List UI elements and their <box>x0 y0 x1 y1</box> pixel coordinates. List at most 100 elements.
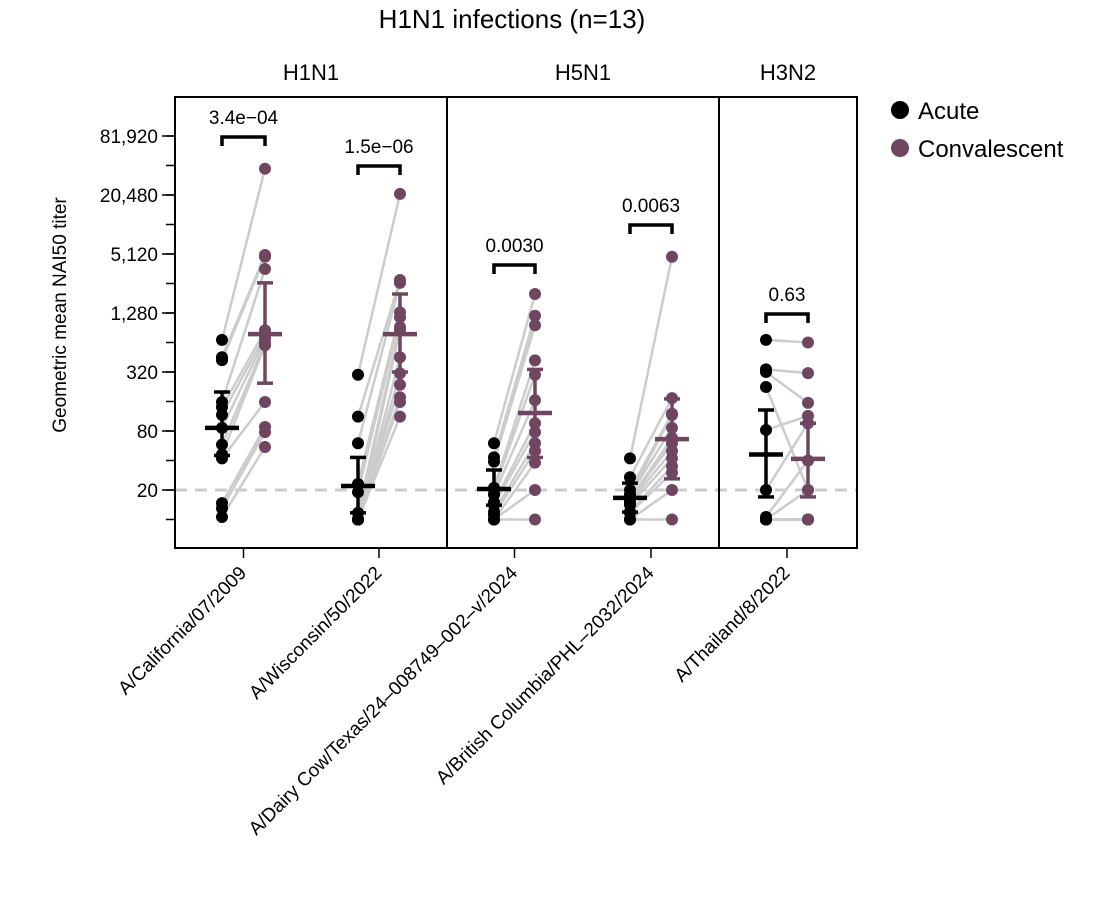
pair-line <box>220 338 267 429</box>
p-value-label: 0.0030 <box>485 236 543 257</box>
pair-line <box>765 488 809 521</box>
acute-point <box>488 513 500 526</box>
convalescent-point <box>394 276 406 289</box>
acute-point <box>624 471 636 484</box>
pair-line <box>629 450 673 504</box>
x-tick-label: A/California/07/2009 <box>114 563 251 700</box>
x-tick-label: A/British Columbia/PHL–2032/2024 <box>432 562 659 789</box>
pair-line <box>492 293 537 444</box>
pair-line <box>356 279 402 418</box>
p-value-label: 1.5e−06 <box>344 137 413 158</box>
significance-bracket <box>764 312 810 323</box>
significance-bracket <box>220 135 267 146</box>
pair-line <box>220 256 267 361</box>
pair-line <box>492 461 537 521</box>
convalescent-point <box>394 187 406 200</box>
pair-line <box>356 282 402 444</box>
acute-point <box>624 452 636 465</box>
convalescent-point <box>802 396 814 409</box>
y-tick-label: 5,120 <box>110 245 158 266</box>
pair-line <box>356 416 402 520</box>
convalescent-point <box>802 367 814 380</box>
panel-label-h1n1: H1N1 <box>283 60 339 85</box>
legend-acute-label: Acute <box>918 98 979 125</box>
y-tick-label: 20 <box>137 481 158 502</box>
pair-line <box>220 268 267 403</box>
x-tick-label: A/Wisconsin/50/2022 <box>245 563 386 704</box>
convalescent-point <box>529 484 541 496</box>
pair-line <box>628 397 674 478</box>
convalescent-point <box>666 484 678 496</box>
y-tick-label: 320 <box>126 363 158 384</box>
legend-convalescent-label: Convalescent <box>918 136 1064 163</box>
significance-bracket <box>356 164 402 175</box>
pair-line <box>629 488 673 521</box>
panel-label-h5n1: H5N1 <box>555 60 611 85</box>
convalescent-point <box>802 336 814 349</box>
significance-bracket <box>492 263 537 274</box>
pair-line <box>493 488 536 521</box>
pair-line <box>356 316 402 493</box>
pair-line <box>220 446 267 518</box>
pair-line <box>221 401 266 460</box>
panel-frame-h1n1 <box>174 96 448 549</box>
convalescent-point <box>394 396 406 409</box>
pair-line <box>765 370 809 404</box>
acute-point <box>624 513 636 526</box>
y-tick-label: 81,920 <box>100 127 158 148</box>
convalescent-point <box>529 513 541 526</box>
panel-label-h3n2: H3N2 <box>760 60 816 85</box>
p-value-label: 3.4e−04 <box>209 108 279 129</box>
acute-point <box>488 455 500 468</box>
acute-point <box>216 354 228 367</box>
pair-line <box>220 344 267 456</box>
y-tick-label: 80 <box>137 422 158 443</box>
pair-line <box>492 399 537 495</box>
convalescent-point <box>394 410 406 423</box>
acute-point <box>352 410 364 423</box>
convalescent-point <box>259 250 271 263</box>
pair-line <box>629 465 673 513</box>
pair-line <box>765 338 809 344</box>
convalescent-point <box>529 354 541 367</box>
pair-line <box>220 329 267 408</box>
convalescent-point <box>529 309 541 322</box>
acute-point <box>352 437 364 450</box>
pair-line <box>628 442 674 501</box>
acute-point <box>216 333 228 346</box>
pair-line <box>220 431 267 509</box>
legend-convalescent-marker <box>891 139 909 157</box>
pair-line <box>220 168 267 341</box>
x-tick-label: A/Thailand/8/2022 <box>671 563 795 687</box>
convalescent-point <box>259 396 271 409</box>
convalescent-point <box>529 456 541 469</box>
pair-line <box>765 414 809 432</box>
acute-point <box>488 437 500 450</box>
acute-point <box>760 333 772 346</box>
legend: Acute Convalescent <box>891 98 1064 163</box>
acute-point <box>760 380 772 393</box>
significance-bracket <box>628 223 674 234</box>
chart-title: H1N1 infections (n=13) <box>379 4 646 34</box>
convalescent-point <box>259 162 271 175</box>
convalescent-point <box>529 288 541 301</box>
acute-point <box>760 366 772 378</box>
pair-line <box>492 324 537 462</box>
pair-line <box>764 422 810 491</box>
panel-frame-h3n2 <box>718 96 858 549</box>
convalescent-point <box>802 513 814 526</box>
y-tick-label: 20,480 <box>100 186 158 207</box>
convalescent-point <box>259 440 271 453</box>
acute-point <box>216 511 228 524</box>
legend-acute-marker <box>891 101 909 119</box>
pair-line <box>765 368 809 375</box>
pair-line <box>764 386 810 491</box>
pair-line <box>356 193 402 376</box>
acute-point <box>760 513 772 526</box>
acute-point <box>352 368 364 381</box>
pair-line <box>628 414 674 496</box>
pair-line <box>492 431 537 506</box>
convalescent-point <box>666 250 678 263</box>
y-axis-label: Geometric mean NAI50 titer <box>50 197 71 433</box>
